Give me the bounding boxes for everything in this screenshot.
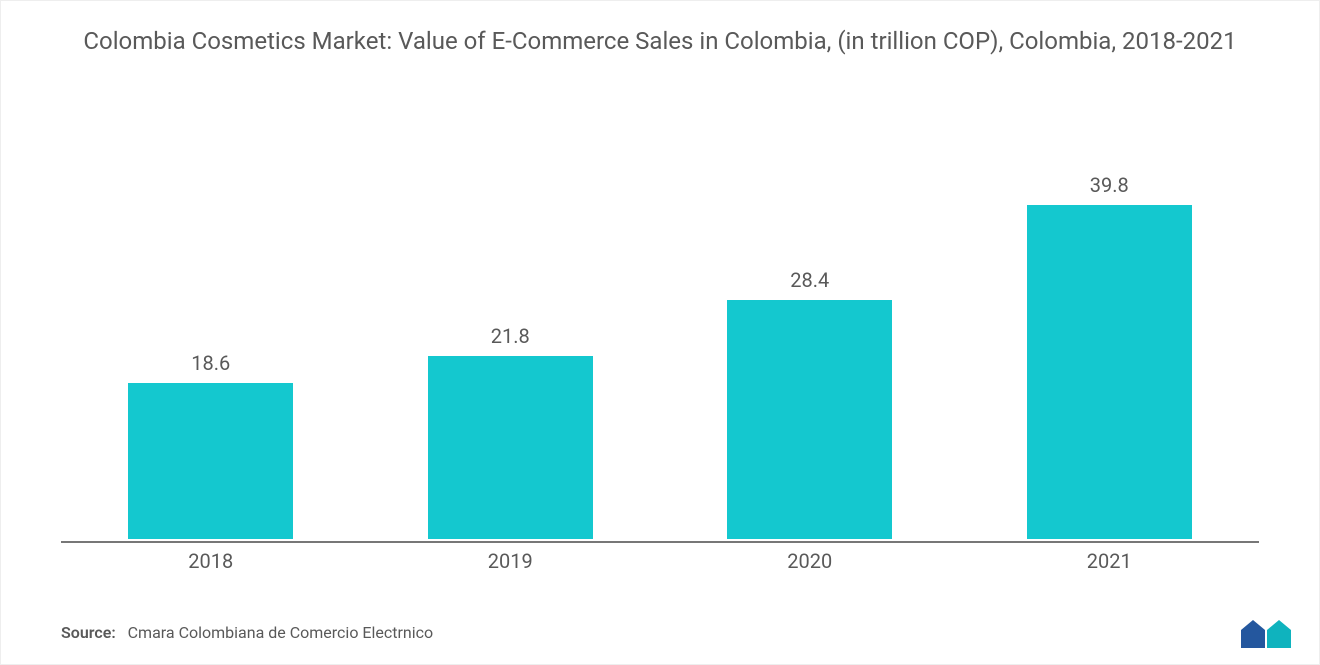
x-axis-label: 2020 [787,549,832,573]
bar [428,356,593,539]
bar-value-label: 21.8 [491,324,530,348]
x-axis-label: 2018 [188,549,233,573]
chart-container: Colombia Cosmetics Market: Value of E-Co… [0,0,1320,665]
source-text: Cmara Colombiana de Comercio Electrnico [128,623,434,642]
bar-value-label: 39.8 [1090,173,1129,197]
source-label: Source: [61,623,116,642]
bar-slot: 21.82019 [361,161,661,539]
plot-area: 18.6201821.8201928.4202039.82021 [61,161,1259,541]
x-axis-line [61,541,1259,543]
brand-logo-icon [1239,618,1295,650]
logo-left-path [1241,620,1265,648]
bar-value-label: 18.6 [191,351,230,375]
source-credit: Source: Cmara Colombiana de Comercio Ele… [61,623,433,642]
chart-title: Colombia Cosmetics Market: Value of E-Co… [1,1,1319,57]
bar [1027,205,1192,539]
logo-right-path [1267,620,1291,648]
bar-value-label: 28.4 [790,268,829,292]
bar-slot: 39.82021 [960,161,1260,539]
bar [128,383,293,539]
bar-slot: 18.62018 [61,161,361,539]
x-axis-label: 2021 [1087,549,1132,573]
bar [727,300,892,539]
bar-slot: 28.42020 [660,161,960,539]
x-axis-label: 2019 [488,549,533,573]
